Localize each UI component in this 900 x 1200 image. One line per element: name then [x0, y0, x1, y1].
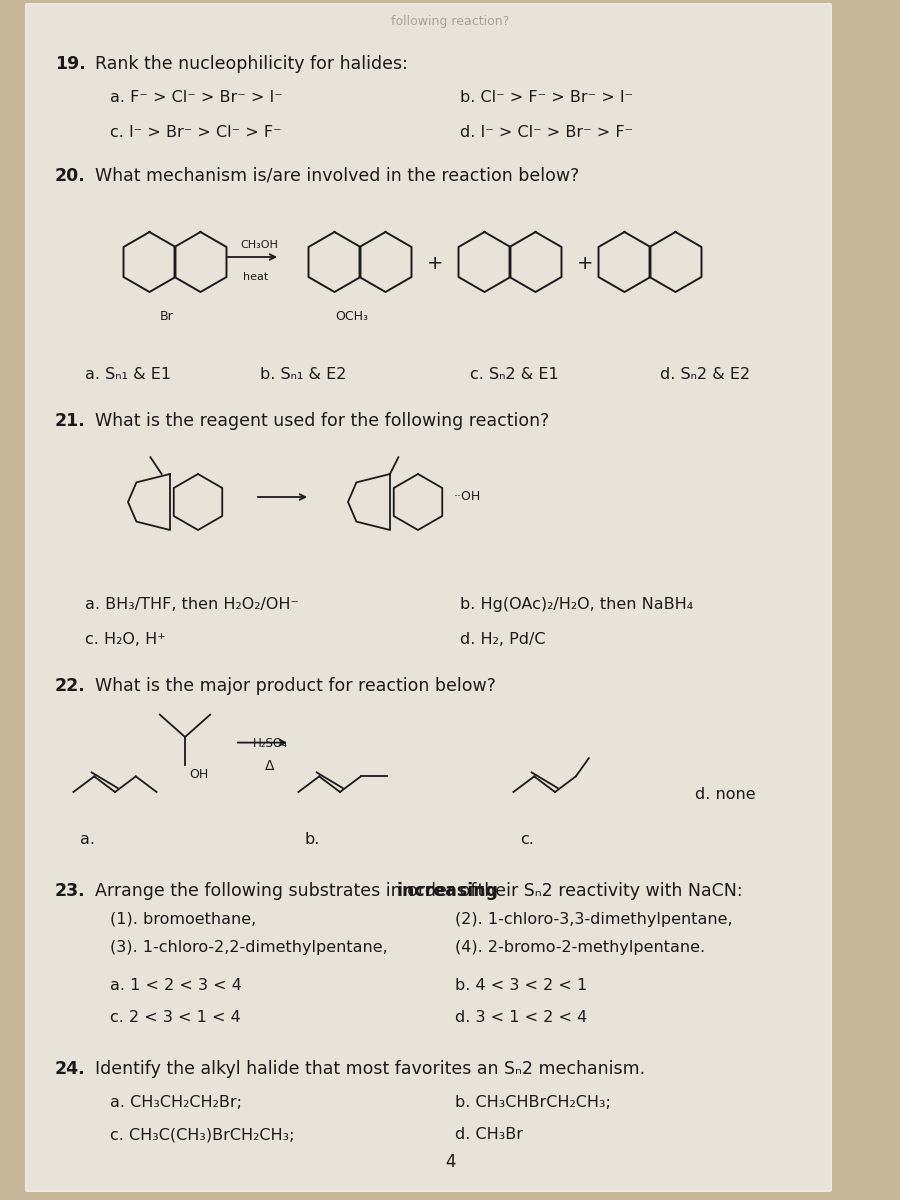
Text: b. CH₃CHBrCH₂CH₃;: b. CH₃CHBrCH₂CH₃; — [455, 1094, 611, 1110]
Text: What is the reagent used for the following reaction?: What is the reagent used for the followi… — [95, 412, 549, 430]
Text: ··OH: ··OH — [454, 490, 481, 503]
Text: d. 3 < 1 < 2 < 4: d. 3 < 1 < 2 < 4 — [455, 1010, 587, 1025]
Text: c. CH₃C(CH₃)BrCH₂CH₃;: c. CH₃C(CH₃)BrCH₂CH₃; — [110, 1127, 294, 1142]
Text: b.: b. — [305, 832, 320, 847]
Text: d. H₂, Pd/C: d. H₂, Pd/C — [460, 632, 545, 647]
Text: Br: Br — [160, 310, 174, 323]
Text: a. BH₃/THF, then H₂O₂/OH⁻: a. BH₃/THF, then H₂O₂/OH⁻ — [85, 596, 299, 612]
Text: 4: 4 — [445, 1153, 455, 1171]
Text: a.: a. — [80, 832, 95, 847]
Text: What mechanism is/are involved in the reaction below?: What mechanism is/are involved in the re… — [95, 167, 580, 185]
Text: b. Sₙ₁ & E2: b. Sₙ₁ & E2 — [260, 367, 346, 382]
Text: 21.: 21. — [55, 412, 86, 430]
Text: Identify the alkyl halide that most favorites an Sₙ2 mechanism.: Identify the alkyl halide that most favo… — [95, 1060, 645, 1078]
Text: c. I⁻ > Br⁻ > Cl⁻ > F⁻: c. I⁻ > Br⁻ > Cl⁻ > F⁻ — [110, 125, 282, 140]
Text: c. 2 < 3 < 1 < 4: c. 2 < 3 < 1 < 4 — [110, 1010, 241, 1025]
FancyBboxPatch shape — [25, 2, 832, 1192]
Text: 20.: 20. — [55, 167, 86, 185]
Text: (2). 1-chloro-3,3-dimethylpentane,: (2). 1-chloro-3,3-dimethylpentane, — [455, 912, 733, 926]
Text: their Sₙ2 reactivity with NaCN:: their Sₙ2 reactivity with NaCN: — [472, 882, 742, 900]
Text: a. CH₃CH₂CH₂Br;: a. CH₃CH₂CH₂Br; — [110, 1094, 242, 1110]
Text: d. I⁻ > Cl⁻ > Br⁻ > F⁻: d. I⁻ > Cl⁻ > Br⁻ > F⁻ — [460, 125, 633, 140]
Text: heat: heat — [243, 272, 268, 282]
Text: 22.: 22. — [55, 677, 86, 695]
Text: Rank the nucleophilicity for halides:: Rank the nucleophilicity for halides: — [95, 55, 408, 73]
Text: d. CH₃Br: d. CH₃Br — [455, 1127, 523, 1142]
Text: a. F⁻ > Cl⁻ > Br⁻ > I⁻: a. F⁻ > Cl⁻ > Br⁻ > I⁻ — [110, 90, 283, 104]
Text: What is the major product for reaction below?: What is the major product for reaction b… — [95, 677, 496, 695]
Text: c. H₂O, H⁺: c. H₂O, H⁺ — [85, 632, 166, 647]
Text: OCH₃: OCH₃ — [335, 310, 368, 323]
Text: +: + — [427, 254, 444, 272]
Text: (3). 1-chloro-2,2-dimethylpentane,: (3). 1-chloro-2,2-dimethylpentane, — [110, 940, 388, 955]
Text: c. Sₙ2 & E1: c. Sₙ2 & E1 — [470, 367, 559, 382]
Text: H₂SO₄: H₂SO₄ — [253, 737, 288, 750]
Text: d. none: d. none — [695, 787, 756, 802]
Text: (1). bromoethane,: (1). bromoethane, — [110, 912, 256, 926]
Text: b. Cl⁻ > F⁻ > Br⁻ > I⁻: b. Cl⁻ > F⁻ > Br⁻ > I⁻ — [460, 90, 633, 104]
Text: Arrange the following substrates in order of: Arrange the following substrates in orde… — [95, 882, 482, 900]
Text: increasing: increasing — [397, 882, 499, 900]
Text: c.: c. — [520, 832, 534, 847]
Text: CH₃OH: CH₃OH — [240, 240, 278, 250]
Text: following reaction?: following reaction? — [391, 14, 509, 28]
Text: b. 4 < 3 < 2 < 1: b. 4 < 3 < 2 < 1 — [455, 978, 587, 994]
Text: 23.: 23. — [55, 882, 86, 900]
Text: a. 1 < 2 < 3 < 4: a. 1 < 2 < 3 < 4 — [110, 978, 242, 994]
Text: +: + — [577, 254, 593, 272]
Text: (4). 2-bromo-2-methylpentane.: (4). 2-bromo-2-methylpentane. — [455, 940, 705, 955]
Text: Δ: Δ — [265, 758, 274, 773]
Text: OH: OH — [189, 768, 208, 781]
Text: d. Sₙ2 & E2: d. Sₙ2 & E2 — [660, 367, 750, 382]
Text: a. Sₙ₁ & E1: a. Sₙ₁ & E1 — [85, 367, 171, 382]
Text: 24.: 24. — [55, 1060, 86, 1078]
Text: b. Hg(OAc)₂/H₂O, then NaBH₄: b. Hg(OAc)₂/H₂O, then NaBH₄ — [460, 596, 693, 612]
Bar — [27, 5, 830, 1190]
Text: 19.: 19. — [55, 55, 86, 73]
